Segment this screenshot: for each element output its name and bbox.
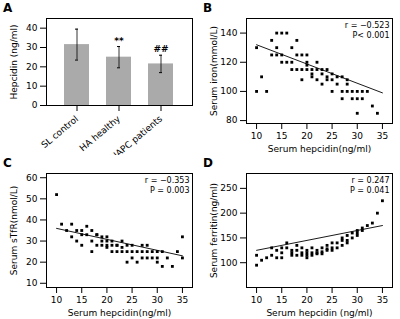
svg-text:25: 25	[126, 295, 137, 305]
svg-text:25: 25	[326, 295, 337, 305]
svg-text:35: 35	[177, 295, 188, 305]
svg-text:10: 10	[26, 81, 38, 91]
html-text:D: D	[203, 156, 213, 170]
svg-text:200: 200	[220, 208, 237, 218]
svg-text:30: 30	[352, 295, 364, 305]
svg-text:35: 35	[377, 295, 388, 305]
svg-text:60: 60	[26, 173, 38, 183]
svg-text:r = −0.353P = 0.003: r = −0.353P = 0.003	[145, 176, 190, 195]
svg-text:40: 40	[26, 215, 38, 225]
svg-text:10: 10	[251, 295, 263, 305]
svg-text:30: 30	[152, 295, 164, 305]
html-text:B: B	[203, 1, 213, 15]
svg-text:30: 30	[352, 131, 364, 141]
svg-text:25: 25	[326, 131, 337, 141]
svg-text:10: 10	[51, 295, 63, 305]
svg-text:30: 30	[26, 236, 38, 246]
svg-text:20: 20	[301, 295, 313, 305]
svg-text:Serum hepcidin (ng/ml): Serum hepcidin (ng/ml)	[266, 308, 372, 318]
svg-text:20: 20	[101, 295, 113, 305]
svg-text:140: 140	[220, 28, 237, 38]
svg-text:120: 120	[220, 57, 237, 67]
svg-text:Serum iron(mmol/L): Serum iron(mmol/L)	[209, 26, 219, 116]
svg-text:20: 20	[26, 62, 38, 72]
svg-text:**: **	[114, 36, 124, 46]
svg-text:40: 40	[26, 23, 38, 33]
svg-text:250: 250	[220, 183, 237, 193]
svg-text:Serum ferritin(ng/ml): Serum ferritin(ng/ml)	[209, 183, 219, 278]
svg-text:15: 15	[276, 295, 287, 305]
svg-text:r = −0.523P< 0.001: r = −0.523P< 0.001	[345, 21, 390, 40]
html-text:A: A	[3, 1, 13, 15]
svg-text:Hepcidin (ng/ml): Hepcidin (ng/ml)	[9, 25, 19, 100]
svg-text:30: 30	[26, 42, 38, 52]
svg-text:15: 15	[276, 131, 287, 141]
svg-text:10: 10	[251, 131, 263, 141]
svg-text:HA healthy: HA healthy	[78, 113, 123, 153]
svg-text:100: 100	[220, 258, 237, 268]
svg-text:##: ##	[153, 44, 168, 54]
svg-text:100: 100	[220, 86, 237, 96]
svg-text:80: 80	[226, 115, 238, 125]
svg-text:150: 150	[220, 233, 237, 243]
svg-text:r = 0.247P = 0.041: r = 0.247P = 0.041	[350, 176, 390, 195]
svg-text:20: 20	[26, 257, 38, 267]
svg-text:50: 50	[26, 194, 38, 204]
svg-text:35: 35	[377, 131, 388, 141]
svg-text:Serum sTfR(nmol/L): Serum sTfR(nmol/L)	[9, 186, 19, 275]
svg-text:HAPC patients: HAPC patients	[109, 113, 165, 155]
svg-text:20: 20	[301, 131, 313, 141]
svg-text:15: 15	[76, 295, 87, 305]
svg-text:10: 10	[26, 278, 38, 288]
svg-text:0: 0	[32, 100, 38, 110]
html-text:C: C	[3, 156, 12, 170]
svg-text:Serum hepcidin(ng/ml): Serum hepcidin(ng/ml)	[268, 144, 371, 154]
svg-text:SL control: SL control	[39, 114, 80, 150]
svg-text:Serum hepcidin(ng/ml): Serum hepcidin(ng/ml)	[68, 308, 171, 318]
